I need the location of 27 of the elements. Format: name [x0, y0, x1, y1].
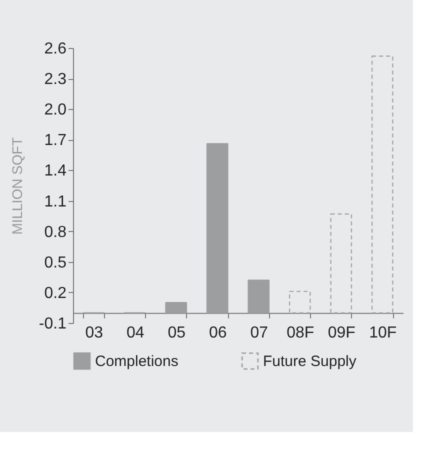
bar: [248, 280, 270, 314]
x-tick-label: 07: [250, 324, 268, 342]
y-axis-title: MILLION SQFT: [8, 136, 25, 235]
bar: [330, 213, 352, 314]
x-tick-label: 05: [168, 324, 186, 342]
y-tick-label: 0.5: [44, 254, 67, 272]
x-tick-label: 04: [126, 324, 144, 342]
y-tick-label: 0.2: [44, 284, 67, 302]
x-tick-label: 03: [85, 324, 104, 342]
legend-label: Completions: [95, 353, 178, 370]
y-tick-label: 1.4: [44, 162, 67, 180]
bar: [206, 143, 228, 314]
bar: [288, 290, 311, 314]
bar: [165, 302, 188, 314]
y-tick-label: 1.1: [44, 193, 67, 210]
legend-label: Future Supply: [263, 353, 357, 370]
x-tick-label: 06: [208, 324, 227, 342]
y-tick-label: 0.8: [44, 224, 67, 241]
y-tick-label: 2.3: [44, 71, 67, 88]
bar: [371, 56, 394, 314]
x-tick-label: 10F: [369, 324, 397, 342]
y-tick-label: -0.1: [38, 316, 67, 332]
y-tick-label: 2.6: [44, 40, 67, 58]
x-tick-label: 08F: [286, 324, 314, 342]
x-tick-label: 09F: [328, 324, 356, 342]
y-tick-label: 2.0: [44, 102, 67, 119]
y-tick-label: 1.7: [44, 132, 67, 150]
